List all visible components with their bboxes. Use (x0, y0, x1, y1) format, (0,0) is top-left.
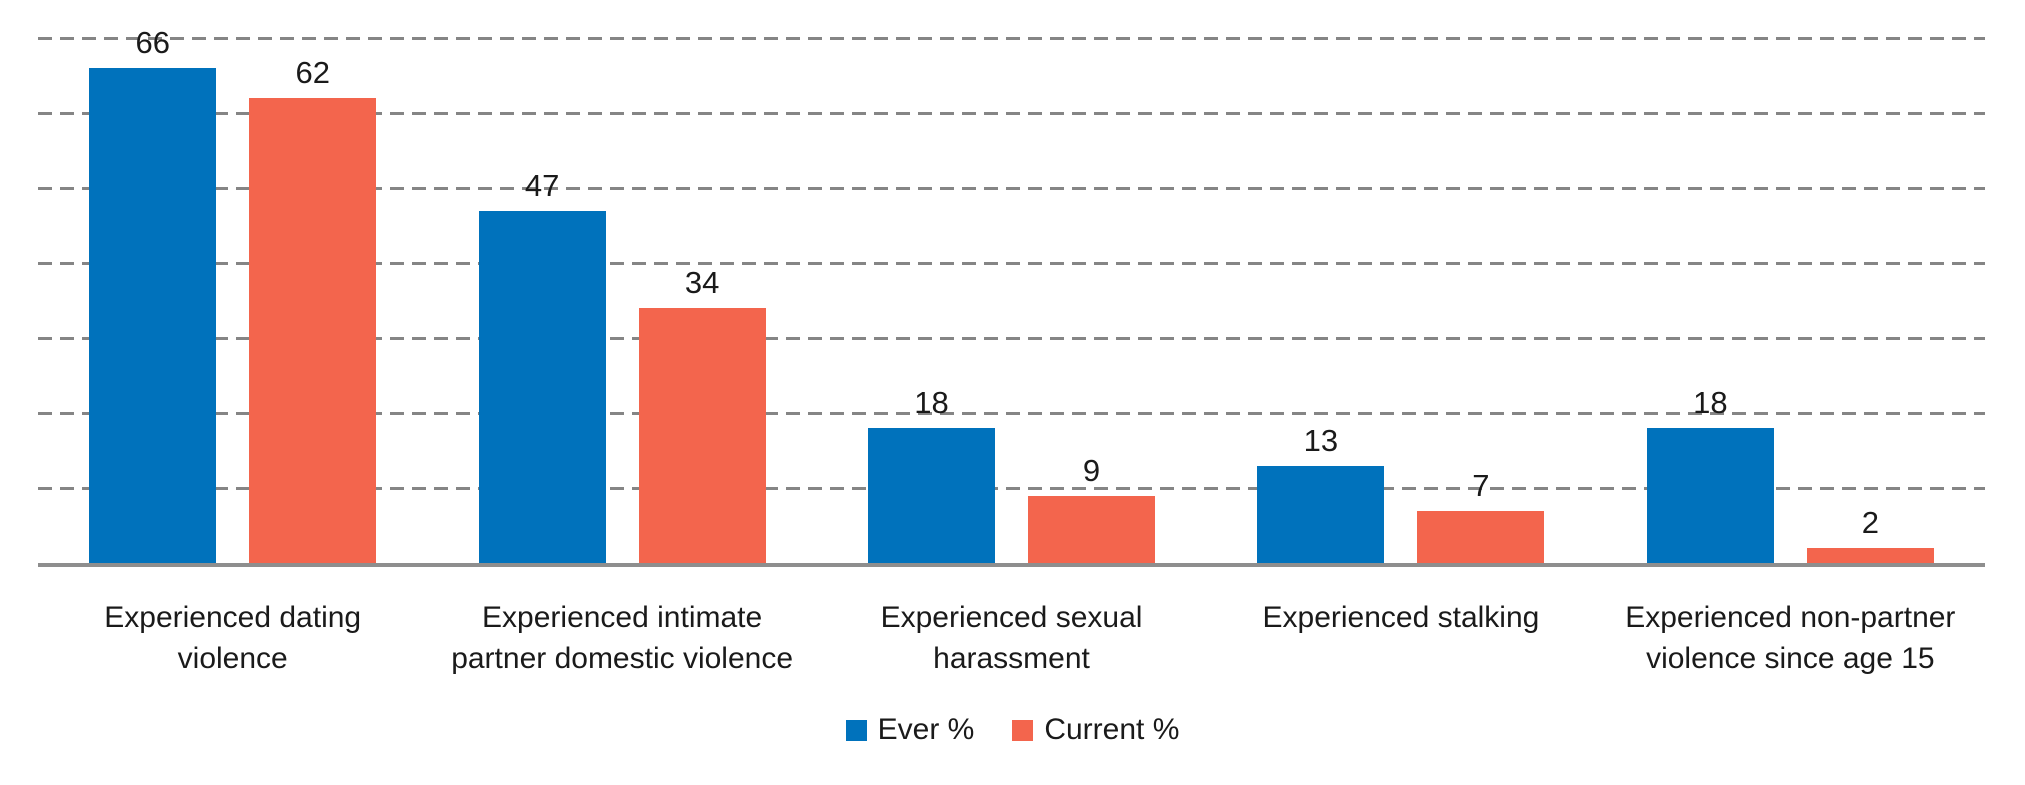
category-label-0: Experienced dating violence (104, 601, 362, 675)
bar-ever-4 (1646, 428, 1774, 563)
category-label-1: Experienced intimate partner domestic vio… (451, 601, 794, 675)
legend-swatch-icon (845, 719, 867, 741)
bar-current-2 (1028, 495, 1156, 563)
bar-value-label: 2 (1861, 505, 1879, 540)
bar-wrap: 9 (1028, 452, 1156, 563)
gridline-30 (38, 337, 1985, 340)
bar-group-0: 66 62 (38, 26, 427, 563)
bar-group-2: 18 9 (817, 38, 1206, 563)
bar-wrap: 47 (478, 167, 606, 563)
bar-wrap: 34 (638, 265, 766, 563)
bar-groups: 66 62 47 34 18 9 13 7 18 2 (38, 26, 1985, 563)
bar-current-4 (1806, 548, 1934, 563)
bar-value-label: 66 (135, 25, 170, 60)
bar-value-label: 47 (524, 167, 560, 203)
bar-wrap: 7 (1417, 467, 1545, 563)
gridline-60 (38, 112, 1985, 115)
bar-value-label: 9 (1082, 452, 1101, 488)
bar-group-3: 13 7 (1206, 38, 1595, 563)
bar-group-1: 47 34 (427, 38, 816, 563)
bar-ever-2 (868, 428, 996, 563)
bar-ever-3 (1257, 465, 1385, 563)
bar-value-label: 18 (914, 385, 949, 420)
gridline-50 (38, 187, 1985, 190)
bar-value-label: 7 (1472, 467, 1490, 503)
bar-group-4: 18 2 (1596, 38, 1985, 563)
category-axis-labels: Experienced dating violence Experienced in… (38, 597, 1985, 679)
bar-current-0 (249, 98, 377, 563)
gridline-70 (38, 37, 1985, 40)
category-label-4: Experienced non-partner violence since ag… (1625, 601, 1956, 675)
bar-wrap: 18 (1646, 385, 1774, 563)
bar-wrap: 13 (1257, 422, 1385, 563)
legend-label: Ever % (877, 713, 975, 746)
legend-item-ever: Ever % (845, 713, 975, 747)
category-label-2: Experienced sexual harassment (880, 601, 1143, 675)
legend-item-current: Current % (1012, 713, 1179, 747)
legend-swatch-icon (1012, 719, 1034, 741)
legend: Ever % Current % (0, 713, 2025, 747)
gridline-40 (38, 262, 1985, 265)
bar-current-3 (1417, 510, 1545, 563)
bar-wrap: 62 (249, 55, 377, 563)
bar-ever-1 (478, 210, 606, 563)
bar-value-label: 62 (295, 55, 330, 90)
bar-current-1 (638, 308, 766, 563)
bar-value-label: 34 (684, 265, 720, 300)
bar-wrap: 18 (868, 385, 996, 563)
category-label-3: Experienced stalking (1262, 601, 1540, 634)
bar-wrap: 66 (89, 25, 217, 563)
bar-value-label: 18 (1693, 385, 1728, 420)
bar-wrap: 2 (1806, 505, 1934, 563)
plot-area: 66 62 47 34 18 9 13 7 18 2 (38, 26, 1985, 567)
bar-value-label: 13 (1303, 422, 1339, 458)
bar-ever-0 (89, 68, 217, 563)
x-axis-line (38, 563, 1985, 567)
gridline-20 (38, 412, 1985, 415)
gridline-10 (38, 487, 1985, 490)
legend-label: Current % (1044, 713, 1180, 746)
